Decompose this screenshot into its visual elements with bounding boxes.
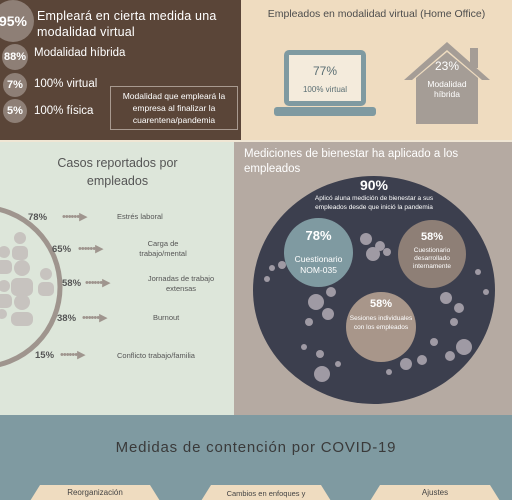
row-label: Carga de trabajo/mental (139, 239, 187, 258)
bubble-label: Cuestionario desarrollado internamente (413, 247, 451, 270)
bubbles-decoration (264, 233, 489, 382)
row-pct: 58% (62, 278, 82, 289)
arrow-icon: ••••••▶ (85, 277, 111, 289)
pct-circle: 5% (3, 99, 27, 123)
pct-value: 88% (3, 51, 27, 63)
section-title: Casos reportados por empleados (57, 156, 178, 188)
row-label: Burnout (153, 313, 180, 322)
item-label: Empleará en cierta medida una modalidad … (37, 9, 217, 39)
section-title: Mediciones de bienestar ha aplicado a lo… (244, 148, 459, 175)
item-label: Modalidad híbrida (34, 47, 126, 59)
row-label: Jornadas de trabajo extensas (147, 274, 215, 293)
pct-circle: 95% (0, 0, 34, 42)
laptop-icon (274, 50, 376, 116)
house-icon (404, 42, 490, 124)
bubble-label: Cuestionario NOM-035 (294, 254, 343, 275)
bubble-pct: 58% (420, 231, 444, 243)
section-title: Empleados en modalidad virtual (Home Off… (267, 8, 486, 20)
card-roof (30, 485, 160, 500)
row-pct: 15% (35, 350, 55, 361)
card-label: Reorganización (67, 488, 123, 497)
pct-value: 7% (7, 79, 23, 91)
pct-value: 95% (0, 13, 28, 29)
bubble-label: Sesiones individuales con los empleados (349, 315, 413, 331)
card-roof (201, 485, 331, 500)
card-label: Ajustes (421, 488, 449, 497)
card-label: Cambios en enfoques y (226, 489, 306, 498)
arrow-icon: ••••••▶ (62, 211, 88, 223)
reported-cases-panel: Casos reportados por empleados 78% •••••… (0, 142, 234, 415)
home-office-panel: Empleados en modalidad virtual (Home Off… (241, 0, 512, 140)
arrow-icon: ••••••▶ (78, 243, 104, 255)
card-roof (370, 485, 500, 500)
house-pct: 23% (434, 59, 460, 73)
wellbeing-panel: Mediciones de bienestar ha aplicado a lo… (234, 142, 512, 415)
row-pct: 65% (52, 244, 72, 255)
bubble-internal (398, 220, 466, 288)
note-text: Modalidad que empleará la empresa al fin… (122, 91, 226, 125)
section-title: Medidas de contención por COVID-19 (115, 439, 397, 456)
arrow-icon: ••••••▶ (82, 312, 108, 324)
virtual-modality-panel: 95% Empleará en cierta medida una modali… (0, 0, 241, 140)
row-pct: 78% (28, 212, 48, 223)
main-label: Aplicó aluna medición de bienestar a sus… (314, 195, 434, 211)
house-label: Modalidad híbrida (427, 79, 467, 99)
bubble-nom035 (284, 218, 353, 287)
main-pct: 90% (359, 177, 389, 193)
wellbeing-circle (253, 176, 495, 404)
laptop-label: 100% virtual (302, 85, 348, 94)
bubble-pct: 78% (305, 228, 332, 243)
item-label: 100% virtual (34, 78, 98, 90)
pct-circle: 88% (2, 44, 28, 70)
pct-circle: 7% (3, 73, 27, 97)
arrow-icon: ••••••▶ (60, 349, 86, 361)
item-label: 100% física (34, 105, 94, 117)
people-graphic (0, 206, 63, 368)
row-pct: 38% (57, 313, 77, 324)
covid-measures-panel: Medidas de contención por COVID-19 Reorg… (0, 415, 512, 500)
laptop-pct: 77% (312, 64, 338, 78)
row-label: Estrés laboral (117, 212, 163, 221)
bubble-sessions (346, 292, 416, 362)
row-label: Conflicto trabajo/familia (117, 351, 195, 360)
pct-value: 5% (7, 105, 23, 117)
bubble-pct: 58% (369, 298, 393, 310)
